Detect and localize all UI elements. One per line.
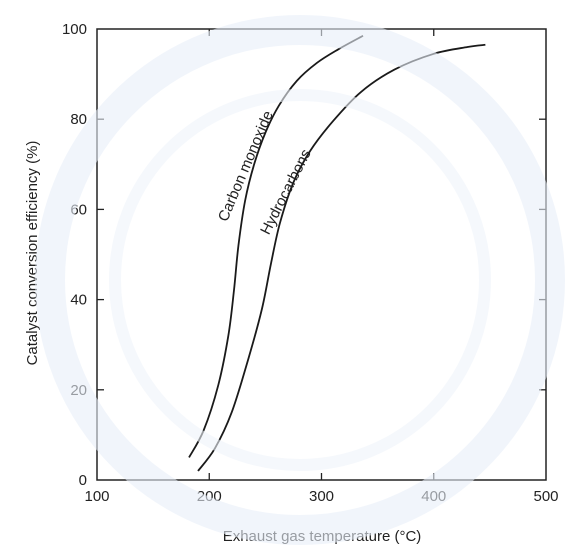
y-tick-label: 40	[70, 292, 87, 309]
series-line-hydrocarbons	[197, 43, 486, 472]
x-tick-label: 500	[533, 488, 558, 505]
y-tick-label: 80	[70, 111, 87, 128]
series-label-carbon-monoxide: Carbon monoxide	[215, 108, 277, 224]
x-tick-label: 400	[421, 488, 446, 505]
x-tick-label: 300	[309, 488, 334, 505]
y-tick-label: 0	[79, 472, 87, 489]
y-axis-label: Catalyst conversion efficiency (%)	[24, 141, 41, 366]
plot-frame	[96, 28, 547, 481]
x-tick-label: 100	[84, 488, 109, 505]
x-tick-label: 200	[197, 488, 222, 505]
y-tick-label: 60	[70, 201, 87, 218]
x-axis-label: Exhaust gas temperature (°C)	[223, 528, 422, 545]
series-label-hydrocarbons: Hydrocarbons	[257, 146, 315, 237]
x-axis-ticks: 100 200 300 400 500	[84, 29, 559, 505]
y-tick-label: 100	[62, 21, 87, 38]
y-tick-label: 20	[70, 382, 87, 399]
y-axis-ticks: 0 20 40 60 80 100	[62, 21, 546, 489]
series-line-carbon-monoxide	[188, 34, 364, 458]
